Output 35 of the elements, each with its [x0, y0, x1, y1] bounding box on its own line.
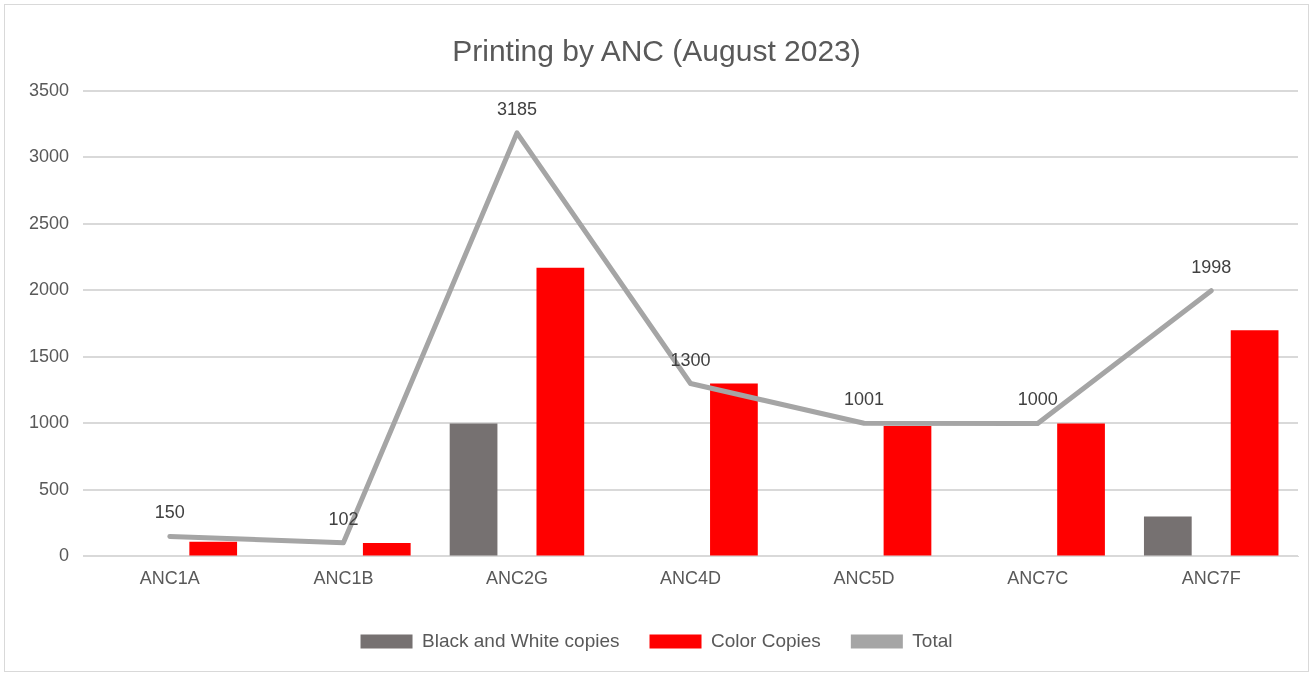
bar	[1143, 516, 1192, 556]
y-tick-label: 1000	[29, 412, 70, 433]
legend-label: Total	[912, 629, 953, 651]
legend-label: Color Copies	[711, 629, 821, 651]
y-tick-label: 1500	[29, 345, 70, 366]
y-tick-label: 500	[39, 478, 70, 499]
data-label: 1300	[670, 349, 711, 370]
y-tick-label: 2500	[29, 212, 70, 233]
y-tick-label: 3000	[29, 146, 70, 167]
bar	[1230, 330, 1279, 556]
data-label: 1998	[1191, 256, 1232, 277]
bar	[536, 267, 585, 556]
x-tick-label: ANC1B	[313, 568, 374, 589]
chart-title: Printing by ANC (August 2023)	[452, 34, 861, 68]
data-label: 102	[328, 508, 359, 529]
y-tick-label: 2000	[29, 279, 70, 300]
legend-label: Black and White copies	[422, 629, 620, 651]
x-tick-label: ANC4D	[660, 568, 722, 589]
data-label: 150	[154, 502, 185, 523]
x-tick-label: ANC7C	[1007, 568, 1069, 589]
bar	[710, 383, 758, 556]
x-tick-label: ANC7F	[1181, 568, 1241, 589]
y-tick-label: 0	[59, 545, 70, 566]
data-label: 3185	[496, 98, 537, 119]
bar	[449, 423, 498, 556]
bar	[362, 543, 411, 556]
x-tick-label: ANC1A	[139, 568, 200, 589]
bar	[1057, 423, 1105, 556]
y-tick-label: 3500	[29, 79, 70, 100]
x-tick-label: ANC2G	[485, 568, 548, 589]
bar	[883, 426, 932, 556]
data-label: 1000	[1017, 389, 1058, 410]
x-tick-label: ANC5D	[833, 568, 895, 589]
data-label: 1001	[844, 389, 885, 410]
bar	[189, 541, 238, 556]
